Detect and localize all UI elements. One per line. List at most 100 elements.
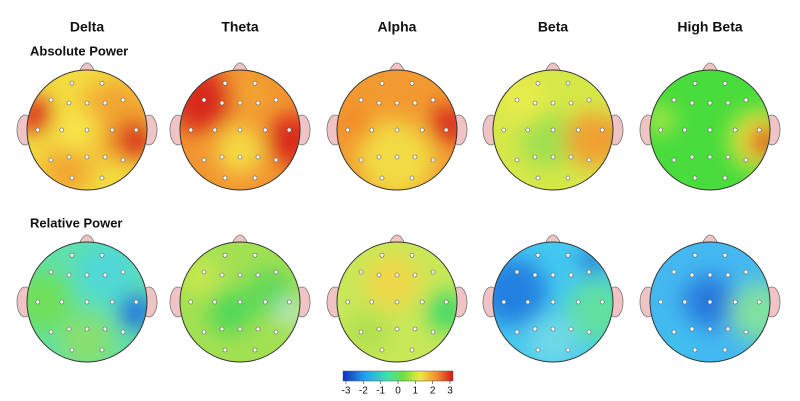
colorbar-tick-label: 2 [430, 386, 436, 397]
electrode [722, 175, 728, 181]
blob [527, 316, 579, 362]
electrode [532, 154, 538, 160]
electrode [48, 97, 54, 103]
electrode [262, 127, 268, 133]
blob [42, 145, 92, 190]
electrode [222, 347, 228, 353]
electrode [514, 97, 520, 103]
topomap [650, 106, 770, 170]
electrode [575, 127, 581, 133]
electrode [84, 272, 90, 278]
electrode [109, 299, 115, 305]
electrode [586, 97, 592, 103]
blob [565, 112, 613, 168]
electrode [658, 299, 664, 305]
electrode [565, 252, 571, 258]
electrode [394, 127, 400, 133]
blob [208, 290, 252, 334]
electrode [237, 272, 243, 278]
electrode [219, 154, 225, 160]
blob [499, 76, 547, 124]
electrode [725, 272, 731, 278]
electrode [237, 100, 243, 106]
electrode [212, 127, 218, 133]
electrode [252, 80, 258, 86]
electrode [102, 272, 108, 278]
blob [266, 114, 300, 166]
electrode [743, 329, 749, 335]
electrode [671, 269, 677, 275]
row-label: Relative Power [30, 215, 123, 230]
electrode [120, 157, 126, 163]
electrode [219, 100, 225, 106]
head-outline [649, 69, 771, 191]
electrode [379, 252, 385, 258]
electrode [535, 175, 541, 181]
electrode [692, 80, 698, 86]
blob [566, 280, 613, 344]
electrode [692, 347, 698, 353]
electrode [109, 127, 115, 133]
electrode [430, 329, 436, 335]
electrode [430, 269, 436, 275]
electrode [409, 80, 415, 86]
column-label: Delta [70, 19, 104, 35]
electrode [725, 154, 731, 160]
blob [427, 292, 457, 332]
electrode [219, 272, 225, 278]
electrode [84, 154, 90, 160]
electrode [743, 269, 749, 275]
blobs [345, 254, 457, 354]
electrode [188, 299, 194, 305]
electrode [535, 252, 541, 258]
electrode [102, 100, 108, 106]
electrode [99, 80, 105, 86]
electrode [550, 154, 556, 160]
electrode [201, 97, 207, 103]
electrode [756, 127, 762, 133]
electrode [743, 157, 749, 163]
electrode [525, 127, 531, 133]
colorbar-tick-label: -2 [359, 386, 368, 397]
column-label: High Beta [677, 19, 743, 35]
blob [339, 107, 375, 143]
blob [429, 105, 457, 145]
electrode [514, 329, 520, 335]
colorbar-tick-label: 3 [447, 386, 453, 397]
electrode [102, 154, 108, 160]
electrode [725, 326, 731, 332]
electrode [743, 97, 749, 103]
electrode [514, 269, 520, 275]
electrode [99, 252, 105, 258]
electrode [419, 127, 425, 133]
electrode [756, 299, 762, 305]
electrode [671, 329, 677, 335]
head-outline [336, 241, 458, 363]
electrode [412, 272, 418, 278]
electrode [430, 157, 436, 163]
blob [27, 97, 53, 133]
electrode [219, 326, 225, 332]
blob [583, 252, 603, 272]
electrode [48, 269, 54, 275]
electrode [394, 326, 400, 332]
electrode [369, 127, 375, 133]
electrode [379, 80, 385, 86]
blob [345, 310, 389, 354]
electrode [133, 127, 139, 133]
electrode [273, 97, 279, 103]
electrode [212, 299, 218, 305]
colorbar [342, 370, 454, 382]
electrode [535, 347, 541, 353]
electrode [120, 329, 126, 335]
electrode [707, 326, 713, 332]
electrode [689, 154, 695, 160]
blobs [339, 105, 457, 190]
electrode [120, 269, 126, 275]
electrode [237, 326, 243, 332]
blobs [660, 274, 770, 362]
head-outline [649, 241, 771, 363]
electrode [273, 329, 279, 335]
electrode [286, 127, 292, 133]
head-outline [26, 241, 148, 363]
